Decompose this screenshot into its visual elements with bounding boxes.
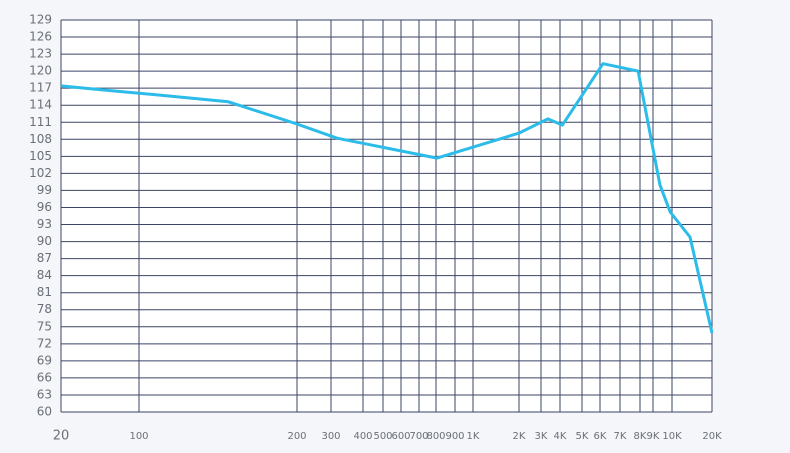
y-tick-label: 120 xyxy=(29,64,52,78)
y-tick-label: 60 xyxy=(37,405,52,419)
x-tick-label: 10K xyxy=(662,431,682,442)
y-tick-label: 105 xyxy=(29,149,52,163)
y-tick-label: 117 xyxy=(29,81,52,95)
y-tick-label: 75 xyxy=(37,319,52,333)
x-tick-label: 500 xyxy=(373,431,392,442)
y-tick-label: 123 xyxy=(29,47,52,61)
x-tick-label: 8K xyxy=(634,431,647,442)
y-tick-label: 114 xyxy=(29,98,52,112)
x-tick-label: 7K xyxy=(614,431,627,442)
x-tick-label: 20K xyxy=(702,431,722,442)
x-tick-label: 3K xyxy=(535,431,548,442)
x-tick-label: 200 xyxy=(287,431,306,442)
y-tick-label: 81 xyxy=(37,285,52,299)
line-series xyxy=(60,62,714,334)
x-tick-label: 20 xyxy=(53,429,70,444)
y-tick-label: 90 xyxy=(37,234,52,248)
y-tick-label: 96 xyxy=(37,200,52,214)
y-tick-label: 72 xyxy=(37,336,52,350)
x-tick-label: 600 xyxy=(391,431,410,442)
x-tick-label: 900 xyxy=(445,431,464,442)
y-tick-label: 126 xyxy=(29,30,52,44)
y-tick-label: 63 xyxy=(37,387,52,401)
x-tick-label: 4K xyxy=(554,431,567,442)
y-tick-label: 129 xyxy=(29,13,52,27)
x-tick-label: 700 xyxy=(409,431,428,442)
y-tick-label: 69 xyxy=(37,353,52,367)
y-tick-label: 87 xyxy=(37,251,52,265)
y-tick-label: 108 xyxy=(29,132,52,146)
x-tick-label: 6K xyxy=(594,431,607,442)
x-tick-label: 9K xyxy=(647,431,660,442)
x-tick-label: 1K xyxy=(467,431,480,442)
y-tick-label: 78 xyxy=(37,302,52,316)
y-tick-label: 102 xyxy=(29,166,52,180)
x-tick-label: 400 xyxy=(353,431,372,442)
y-tick-label: 111 xyxy=(29,115,52,129)
x-tick-label: 100 xyxy=(129,431,148,442)
y-tick-label: 66 xyxy=(37,370,52,384)
y-tick-label: 93 xyxy=(37,217,52,231)
y-tick-label: 84 xyxy=(37,268,52,282)
y-tick-label: 99 xyxy=(37,183,52,197)
x-tick-label: 300 xyxy=(321,431,340,442)
plot-area xyxy=(61,20,712,412)
x-tick-label: 800 xyxy=(426,431,445,442)
x-tick-label: 2K xyxy=(513,431,526,442)
x-tick-label: 5K xyxy=(576,431,589,442)
